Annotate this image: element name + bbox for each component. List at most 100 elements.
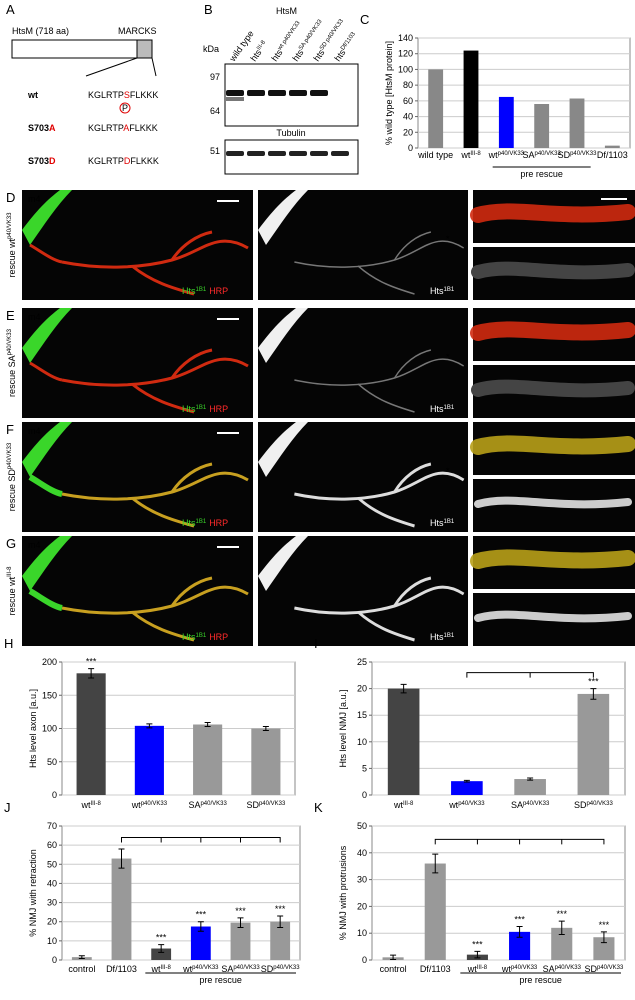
x-tick-label: SDp40/VK33: [584, 964, 624, 974]
x-tick-label: wtIII-8: [80, 800, 101, 810]
y-tick-label: 40: [47, 878, 57, 888]
y-axis-label: % NMJ with protrusions: [338, 845, 348, 940]
x-tick-label: control: [68, 964, 95, 974]
unit-label: kDa: [203, 44, 219, 54]
error-bar: [262, 726, 269, 731]
category-text: SD: [574, 800, 587, 810]
zoom-branch: [471, 261, 635, 280]
y-tick-label: 20: [357, 684, 367, 694]
nerve-branch: [131, 382, 195, 414]
x-tick-label: SAp40/VK33: [511, 800, 550, 810]
image-bg: [22, 308, 253, 418]
zoom-image: [470, 190, 635, 300]
error-bar: [237, 917, 244, 928]
error-bar: [197, 921, 204, 932]
marker-label: 97: [210, 72, 220, 82]
seq-text: KGLRTP: [88, 156, 124, 166]
stain-green-sup: 1B1: [196, 287, 207, 293]
stain-green: Hts: [182, 632, 196, 642]
label-text: S703: [28, 123, 49, 133]
y-tick-label: 100: [42, 724, 57, 734]
error-bar: [277, 915, 284, 928]
marker-label: m4: [28, 194, 41, 204]
bar: [569, 98, 585, 148]
y-tick-label: 120: [398, 49, 413, 59]
zoom-branch: [470, 321, 635, 341]
stain-green-sup: 1B1: [196, 519, 207, 525]
y-tick-label: 60: [47, 840, 57, 850]
y-tick-label: 0: [362, 790, 367, 800]
stain-legend: Hts1B1: [430, 518, 455, 528]
hts-image: * Hts1B1: [258, 308, 468, 418]
category-sup: III-8: [160, 965, 171, 971]
y-tick-label: 25: [357, 657, 367, 667]
axon-bundle: [22, 190, 72, 245]
y-tick-label: 10: [357, 928, 367, 938]
blot-band: [331, 151, 349, 156]
seq-text: KGLRTP: [88, 90, 124, 100]
category-sup: p40/VK33: [570, 151, 597, 157]
domain-label: MARCKS: [118, 26, 157, 36]
blot-band: [247, 90, 265, 96]
y-tick-label: 0: [362, 955, 367, 965]
nerve-branch: [170, 462, 213, 493]
axon-bundle: [22, 422, 72, 477]
blot-band: [247, 151, 265, 156]
asterisk: *: [446, 234, 450, 244]
bar: [593, 937, 615, 960]
category-text: wt: [182, 964, 192, 974]
category-sup: p40/VK33: [511, 965, 538, 971]
panel-letter: H: [4, 636, 13, 651]
error-bar: [516, 926, 523, 938]
category-sup: p40/VK33: [141, 801, 168, 807]
nerve-branch: [61, 357, 249, 387]
category-sup: p40/VK33: [259, 801, 286, 807]
merged-image: m4 Hts1B1 HRP: [22, 190, 253, 300]
significance: ***: [514, 915, 525, 925]
x-tick-label: SAp40/VK33: [543, 964, 582, 974]
category-sup: III-8: [470, 151, 481, 157]
hts-image: * Hts1B1: [258, 422, 468, 532]
row-label-sup: p40/VK33: [7, 328, 13, 355]
protein-label: HtsM (718 aa): [12, 26, 69, 36]
x-tick-label: wtp40/VK33: [448, 800, 485, 810]
nerve-branch: [170, 576, 213, 607]
x-tick-label: SDp40/VK33: [246, 800, 286, 810]
stain-green: Hts: [182, 404, 196, 414]
row-label-sup: p40/VK33: [7, 442, 13, 469]
axon-bundle: [258, 422, 308, 477]
error-bar: [88, 668, 95, 679]
bar: [270, 921, 291, 960]
scale-bar: [217, 432, 239, 434]
image-bg: [258, 536, 468, 646]
bar: [134, 725, 164, 795]
error-bar: [146, 723, 153, 729]
bar: [463, 50, 479, 149]
stain-gray: Hts: [430, 286, 444, 296]
bar: [509, 931, 531, 960]
category-sup: p40/VK33: [233, 965, 260, 971]
row-label: rescue SAp40/VK33: [7, 328, 17, 397]
nerve-branch: [170, 348, 213, 379]
seq-residue: D: [124, 156, 131, 166]
category-text: SA: [221, 964, 233, 974]
y-tick-label: 50: [357, 821, 367, 831]
category-text: SD: [261, 964, 274, 974]
row-label-text: rescue SD: [7, 469, 17, 512]
y-tick-label: 0: [52, 955, 57, 965]
category-text: control: [380, 964, 407, 974]
stain-green-sup: 1B1: [196, 405, 207, 411]
stain-red: HRP: [209, 632, 228, 642]
marker-label: m4: [28, 540, 41, 550]
x-tick-label: SAp40/VK33: [522, 150, 561, 160]
x-tick-label: wtIII-8: [460, 150, 481, 160]
stain-gray-sup: 1B1: [444, 287, 455, 293]
x-tick-label: SAp40/VK33: [221, 964, 260, 974]
stain-green-sup: 1B1: [196, 633, 207, 639]
phospho-circle: [119, 102, 131, 114]
category-text: wt: [150, 964, 160, 974]
panel-letter: A: [6, 2, 15, 17]
x-tick-label: wtp40/VK33: [131, 800, 168, 810]
significance: ***: [588, 677, 599, 687]
